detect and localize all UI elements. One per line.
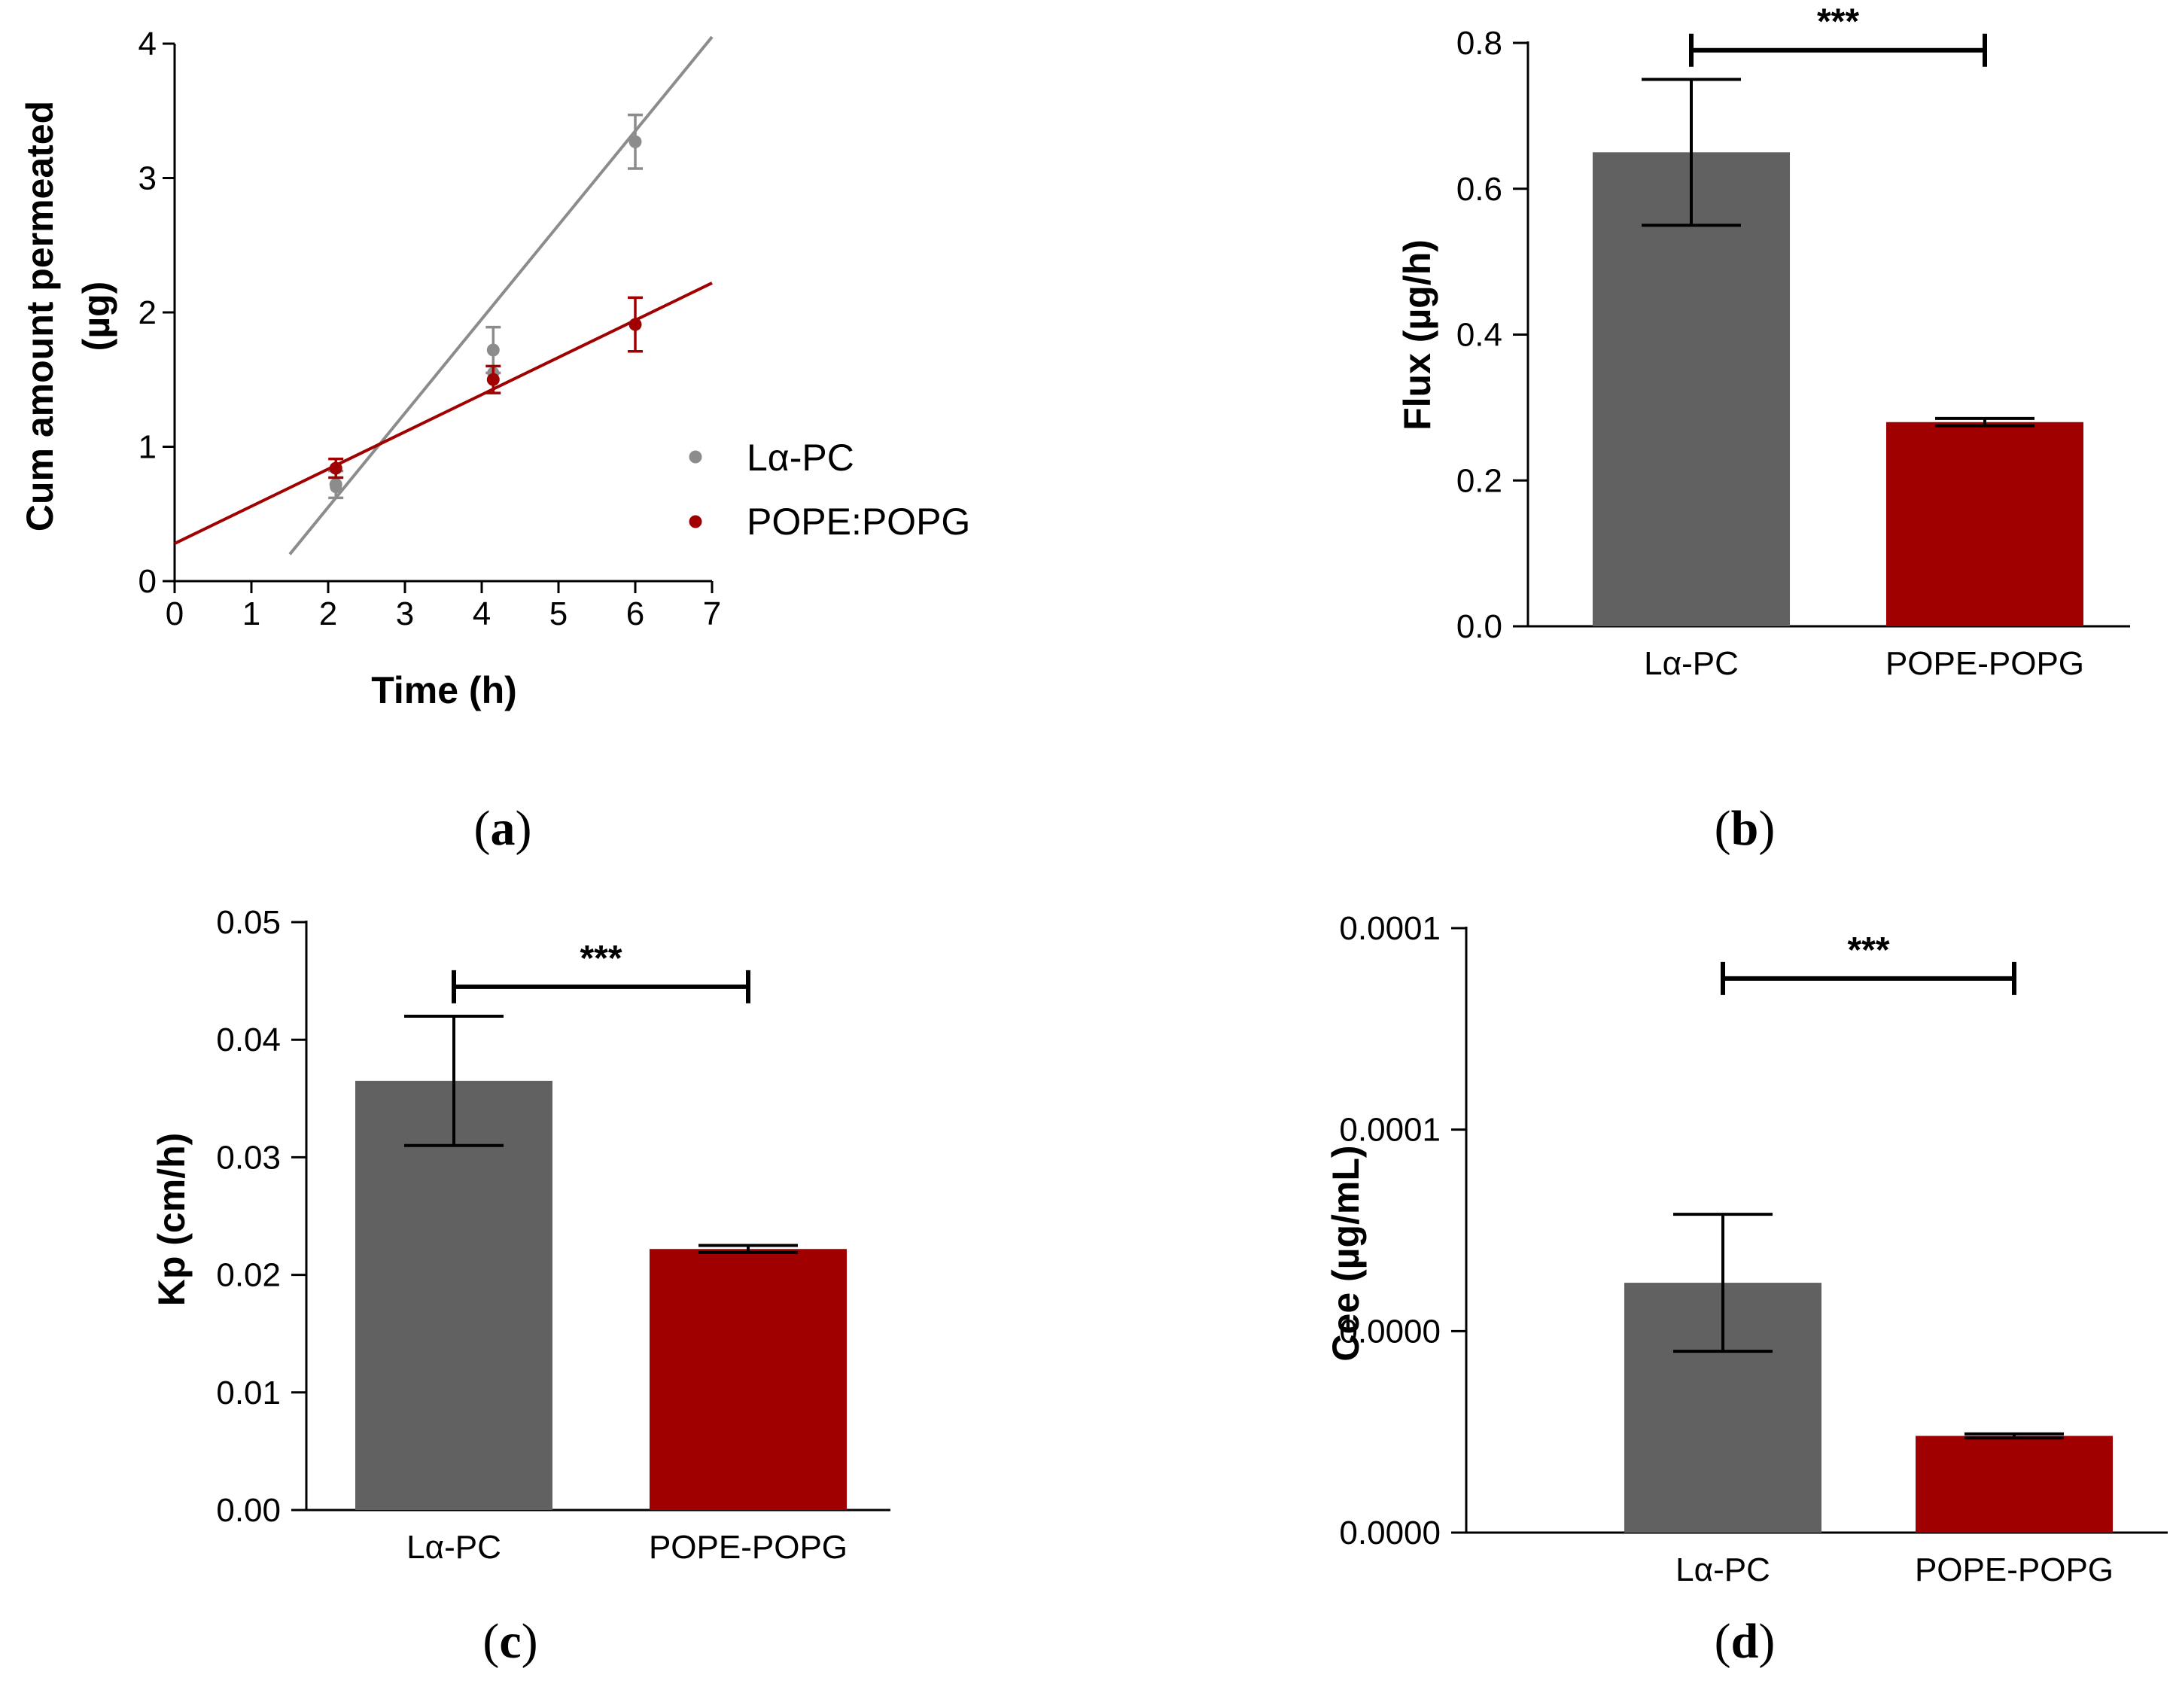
panel-a-x-tick-label: 7 — [703, 595, 721, 632]
panel-a-legend-label-pope-popg: POPE:POPG — [747, 501, 970, 543]
panel-b-y-tick-label: 0.2 — [1456, 462, 1502, 499]
panel-d-y-tick-label: 0.0001 — [1339, 910, 1441, 947]
panel-b-x-tick-label: POPE-POPG — [1885, 645, 2084, 682]
panel-d-bar-pope-popg — [1916, 1436, 2113, 1533]
panel-c-y-tick-label: 0.04 — [216, 1021, 281, 1058]
panel-c-bar-l-pc — [355, 1080, 552, 1510]
panel-a-legend-marker-pope-popg — [689, 515, 702, 528]
panel-a-point-l-pc — [329, 477, 342, 491]
panel-a-y-axis-title-line1: Cum amount permeated — [19, 101, 61, 531]
panel-c-y-axis-title: Kp (cm/h) — [151, 1133, 193, 1307]
panel-c-label: (c) — [482, 1614, 537, 1669]
panel-c-letter: c — [499, 1614, 521, 1669]
panel-a-x-tick-label: 5 — [549, 595, 568, 632]
panel-d-y-tick-label: 0.0001 — [1339, 1112, 1441, 1149]
panel-a-x-axis-title: Time (h) — [371, 669, 517, 711]
panel-b-marks: 0.0 0.2 0.4 0.6 0.8 Lα-PC POPE-POPG *** — [1456, 2, 2130, 682]
panel-a-fit-line-l-pc — [288, 35, 714, 556]
panel-a-point-pope-popg — [329, 461, 342, 475]
panel-a-y-tick-label: 3 — [138, 160, 157, 197]
panel-c-marks: 0.00 0.01 0.02 0.03 0.04 0.05 Lα-PC POPE-POPG **… — [216, 904, 890, 1566]
panel-a-y-tick-label: 2 — [138, 294, 157, 331]
panel-a-x-tick-label: 2 — [319, 595, 337, 632]
panel-c-bar-chart: 0.00 0.01 0.02 0.03 0.04 0.05 Lα-PC POPE-POPG **… — [151, 904, 890, 1669]
panel-a-legend-label-la-pc: Lα-PC — [747, 437, 854, 479]
panel-a-fit-line-pope-popg — [174, 282, 713, 545]
panel-a-x-tick-label: 6 — [626, 595, 644, 632]
panel-d-y-tick-label: 0.0000 — [1339, 1515, 1441, 1551]
panel-a-x-tick-label: 0 — [166, 595, 184, 632]
panel-c-significance-label: *** — [580, 939, 622, 979]
panel-d-significance-label: *** — [1847, 930, 1889, 970]
panel-d-y-tick-label: 0.0000 — [1339, 1313, 1441, 1350]
panel-a-point-pope-popg — [486, 373, 500, 386]
panel-b-bar-pope-popg — [1886, 422, 2083, 626]
panel-b-y-tick-label: 0.0 — [1456, 608, 1502, 645]
panel-a-label: (a) — [474, 801, 532, 856]
panel-b-letter: b — [1731, 801, 1759, 856]
panel-a-letter: a — [491, 801, 516, 856]
panel-c-bar-pope-popg — [650, 1249, 847, 1510]
panel-a-point-pope-popg — [628, 318, 642, 331]
panel-a-y-tick-label: 0 — [138, 563, 157, 600]
panel-c-y-tick-label: 0.02 — [216, 1257, 281, 1294]
panel-b-y-tick-label: 0.8 — [1456, 25, 1502, 62]
panel-d-bar-chart: 0.0000 0.0000 0.0001 0.0001 Lα-PC POPE-POPG **… — [1325, 910, 2168, 1669]
panel-a-line-chart: 0 1 2 3 4 5 6 7 0 1 2 3 4 Time (h) Cum amount permea… — [19, 26, 970, 856]
panel-b-bar-chart: 0.0 0.2 0.4 0.6 0.8 Lα-PC POPE-POPG *** Flux (µ… — [1396, 2, 2130, 856]
panel-b-x-tick-label: Lα-PC — [1644, 645, 1739, 682]
panel-d-marks: 0.0000 0.0000 0.0001 0.0001 Lα-PC POPE-POPG **… — [1339, 910, 2168, 1588]
panel-c-y-tick-label: 0.01 — [216, 1375, 281, 1411]
panel-a-point-l-pc — [486, 343, 500, 357]
panel-b-y-axis-title: Flux (µg/h) — [1396, 239, 1438, 431]
panel-d-letter: d — [1731, 1614, 1759, 1669]
panel-d-label: (d) — [1715, 1614, 1776, 1669]
panel-c-x-tick-label: POPE-POPG — [649, 1529, 848, 1566]
panel-b-bar-l-pc — [1593, 152, 1790, 626]
panel-c-y-tick-label: 0.03 — [216, 1139, 281, 1176]
panel-a-y-axis-title-line2: (µg) — [75, 282, 117, 352]
panel-b-significance-label: *** — [1817, 2, 1859, 42]
panel-a-legend-marker-l-pc — [689, 450, 702, 464]
panel-a-x-tick-label: 3 — [396, 595, 414, 632]
panel-a-y-tick-label: 4 — [138, 26, 157, 62]
panel-a-x-tick-label: 4 — [473, 595, 491, 632]
panel-d-x-tick-label: Lα-PC — [1675, 1551, 1770, 1588]
panel-c-x-tick-label: Lα-PC — [406, 1529, 501, 1566]
panel-a-point-l-pc — [628, 135, 642, 148]
panel-c-y-tick-label: 0.05 — [216, 904, 281, 941]
panel-b-label: (b) — [1715, 801, 1776, 856]
panel-c-y-tick-label: 0.00 — [216, 1492, 281, 1529]
panel-d-y-axis-title: Cee (µg/mL) — [1325, 1145, 1367, 1361]
panel-a-y-tick-label: 1 — [138, 429, 157, 466]
panel-d-x-tick-label: POPE-POPG — [1915, 1551, 2114, 1588]
panel-b-y-tick-label: 0.6 — [1456, 171, 1502, 208]
panel-a-x-tick-label: 1 — [242, 595, 260, 632]
panel-a-marks: 0 1 2 3 4 5 6 7 0 1 2 3 4 — [138, 26, 722, 632]
panel-b-y-tick-label: 0.4 — [1456, 317, 1502, 354]
